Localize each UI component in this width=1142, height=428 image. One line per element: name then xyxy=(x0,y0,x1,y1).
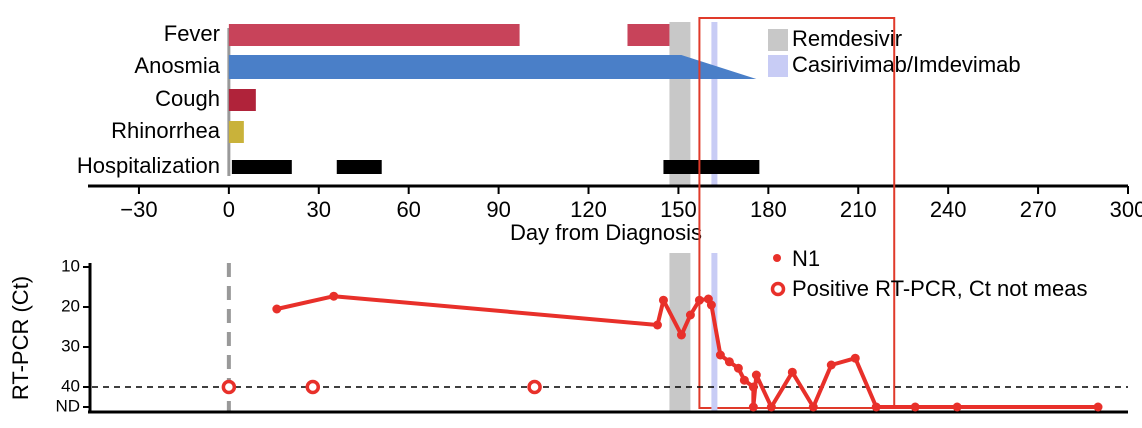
row-label: Fever xyxy=(164,21,220,46)
ct-point xyxy=(658,295,668,305)
symptom-bar xyxy=(228,89,256,111)
symptom-bar xyxy=(228,24,520,46)
ct-point xyxy=(910,402,920,412)
y-axis-label: RT-PCR (Ct) xyxy=(8,276,33,400)
ct-point xyxy=(694,295,704,305)
legend-swatch xyxy=(768,29,788,51)
ct-point xyxy=(952,402,962,412)
x-tick-label: 240 xyxy=(930,197,967,222)
symptom-bar xyxy=(228,121,244,143)
legend-swatch xyxy=(768,55,788,77)
ct-point xyxy=(724,357,734,367)
x-tick-label: 90 xyxy=(486,197,510,222)
ct-point xyxy=(748,382,758,392)
x-tick-label: 210 xyxy=(840,197,877,222)
symptom-bar xyxy=(663,160,760,174)
x-axis-label: Day from Diagnosis xyxy=(510,220,702,245)
symptom-bar xyxy=(231,160,292,174)
highlight-box xyxy=(698,17,896,409)
ct-point xyxy=(826,360,836,370)
x-tick-label: 0 xyxy=(223,197,235,222)
x-tick-label: 60 xyxy=(396,197,420,222)
ct-point xyxy=(733,363,743,373)
ct-point xyxy=(715,350,725,360)
symptom-bar xyxy=(336,160,382,174)
symptom-bar xyxy=(627,24,670,46)
ct-point xyxy=(652,320,662,330)
ct-point xyxy=(850,353,860,363)
ct-point xyxy=(766,402,776,412)
symptom-bar xyxy=(228,55,757,79)
y-tick-label: 20 xyxy=(61,296,80,315)
ct-point xyxy=(1093,402,1103,412)
row-label: Hospitalization xyxy=(77,153,220,178)
row-label: Rhinorrhea xyxy=(111,118,221,143)
legend-label: N1 xyxy=(792,246,820,271)
y-tick-label: 10 xyxy=(61,256,80,275)
ct-point xyxy=(808,402,818,412)
x-tick-label: 150 xyxy=(660,197,697,222)
positive-point xyxy=(305,379,321,395)
positive-point xyxy=(221,379,237,395)
row-label: Anosmia xyxy=(134,53,220,78)
x-tick-label: 300 xyxy=(1110,197,1142,222)
row-label: Cough xyxy=(155,86,220,111)
ct-point xyxy=(751,370,761,380)
legend-label: Remdesivir xyxy=(792,26,902,51)
ct-point xyxy=(739,375,749,385)
x-tick-label: 270 xyxy=(1020,197,1057,222)
x-tick-label: −30 xyxy=(120,197,157,222)
ct-point xyxy=(272,304,282,314)
legend-label: Casirivimab/Imdevimab xyxy=(792,52,1021,77)
ct-point xyxy=(748,402,758,412)
x-tick-label: 180 xyxy=(750,197,787,222)
ct-point xyxy=(685,310,695,320)
ct-point xyxy=(676,330,686,340)
ct-point xyxy=(787,367,797,377)
legend-marker xyxy=(773,254,781,262)
x-tick-label: 120 xyxy=(570,197,607,222)
legend-label: Positive RT-PCR, Ct not meas xyxy=(792,276,1087,301)
ct-point xyxy=(329,291,339,301)
positive-point xyxy=(527,379,542,395)
y-tick-label: 40 xyxy=(61,376,80,395)
treatment-band xyxy=(711,22,718,186)
ct-point xyxy=(706,300,716,310)
legend-marker xyxy=(770,281,786,297)
y-tick-label: 30 xyxy=(61,336,80,355)
ct-point xyxy=(871,402,881,412)
x-tick-label: 30 xyxy=(307,197,331,222)
y-tick-label: ND xyxy=(55,396,80,415)
